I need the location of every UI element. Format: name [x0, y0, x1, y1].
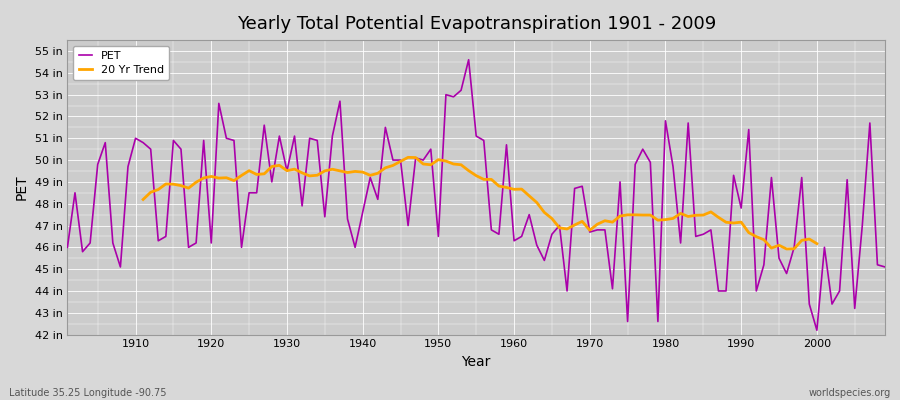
Title: Yearly Total Potential Evapotranspiration 1901 - 2009: Yearly Total Potential Evapotranspiratio…	[237, 15, 716, 33]
20 Yr Trend	[402, 155, 413, 160]
PET	[289, 134, 300, 138]
20 Yr Trend	[812, 241, 823, 246]
PET	[812, 328, 823, 333]
X-axis label: Year: Year	[462, 355, 490, 369]
PET	[335, 99, 346, 104]
PET	[62, 245, 73, 250]
PET	[608, 286, 618, 291]
Line: PET: PET	[68, 60, 885, 330]
Y-axis label: PET: PET	[15, 174, 29, 200]
Text: worldspecies.org: worldspecies.org	[809, 388, 891, 398]
PET	[879, 264, 890, 269]
20 Yr Trend	[615, 214, 626, 218]
Text: Latitude 35.25 Longitude -90.75: Latitude 35.25 Longitude -90.75	[9, 388, 166, 398]
PET	[508, 238, 519, 243]
20 Yr Trend	[721, 220, 732, 225]
PET	[517, 234, 527, 239]
20 Yr Trend	[781, 246, 792, 251]
Line: 20 Yr Trend: 20 Yr Trend	[143, 157, 817, 249]
PET	[464, 57, 474, 62]
Legend: PET, 20 Yr Trend: PET, 20 Yr Trend	[73, 46, 169, 80]
20 Yr Trend	[138, 197, 148, 202]
20 Yr Trend	[706, 210, 716, 214]
PET	[122, 164, 133, 169]
20 Yr Trend	[229, 178, 239, 183]
20 Yr Trend	[796, 238, 807, 243]
20 Yr Trend	[342, 170, 353, 175]
